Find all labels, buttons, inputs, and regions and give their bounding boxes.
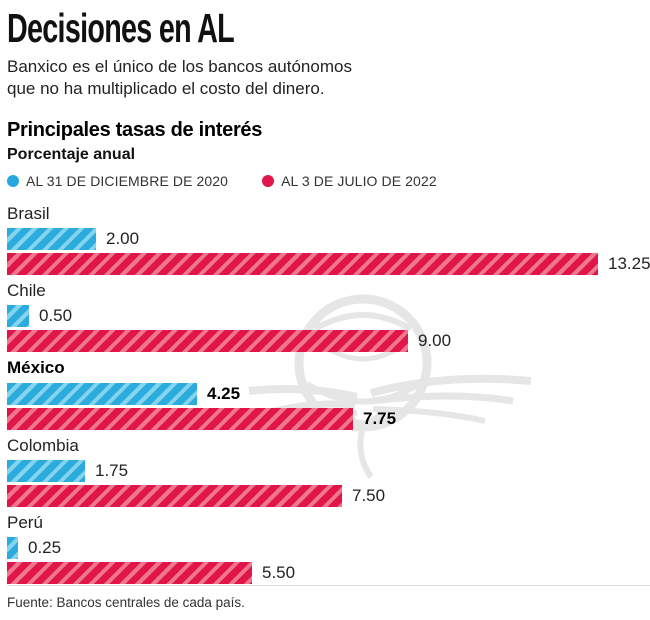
bar-2022 [7,484,342,507]
bar-value-2022: 5.50 [262,563,296,583]
bar-line-2020: 0.50 [7,305,650,328]
legend-dot-red-icon [262,174,275,187]
chart-row: Chile 0.50 9.00 [7,280,650,353]
bar-2020 [7,459,85,482]
legend-item-2020: AL 31 DE DICIEMBRE DE 2020 [7,173,228,189]
legend: AL 31 DE DICIEMBRE DE 2020 AL 3 DE JULIO… [7,173,650,189]
bar-value-2020: 0.50 [39,306,73,326]
bar-line-2022: 9.00 [7,330,650,353]
chart-row: Colombia 1.75 7.50 [7,435,650,507]
bar-line-2022: 7.75 [7,407,650,430]
bar-value-2020: 1.75 [95,460,129,480]
bar-line-2020: 0.25 [7,537,650,560]
page-title: Decisiones en AL [7,5,235,51]
bar-2020 [7,382,197,405]
chart-rows: Brasil 2.00 13.25 Chile 0.50 9.00 México… [7,203,650,585]
legend-label-2022: AL 3 DE JULIO DE 2022 [281,172,437,189]
bar-2022 [7,330,408,353]
bar-line-2020: 4.25 [7,382,650,405]
country-label: México [7,358,65,378]
bar-value-2020: 4.25 [207,383,241,403]
bar-value-2022: 7.50 [352,485,386,505]
bar-line-2022: 7.50 [7,484,650,507]
country-label: Colombia [7,435,79,455]
source-note: Fuente: Bancos centrales de cada país. [7,595,245,610]
chart-unit-label: Porcentaje anual [7,145,136,163]
chart-row: México 4.25 7.75 [7,357,650,430]
subtitle-line-1: Banxico es el único de los bancos autóno… [7,57,352,76]
bar-2020 [7,228,96,251]
bar-line-2020: 2.00 [7,228,650,251]
bar-value-2022: 13.25 [608,254,650,274]
footer: Fuente: Bancos centrales de cada país. [7,585,650,610]
page-subtitle: Banxico es el único de los bancos autóno… [7,56,650,101]
chart-row: Brasil 2.00 13.25 [7,203,650,276]
legend-item-2022: AL 3 DE JULIO DE 2022 [262,173,437,189]
bar-2022 [7,562,252,585]
chart-row: Perú 0.25 5.50 [7,512,650,585]
country-label: Brasil [7,203,50,223]
bar-2020 [7,537,18,560]
bar-2022 [7,407,353,430]
bar-value-2020: 0.25 [28,538,62,558]
country-label: Perú [7,512,43,532]
legend-dot-blue-icon [7,174,19,187]
bar-value-2022: 7.75 [363,408,397,428]
legend-label-2020: AL 31 DE DICIEMBRE DE 2020 [26,172,229,189]
country-label: Chile [7,281,46,301]
bar-value-2020: 2.00 [106,229,140,249]
bar-line-2022: 5.50 [7,562,650,585]
bar-2022 [7,253,598,276]
bar-line-2022: 13.25 [7,253,650,276]
bar-value-2022: 9.00 [418,331,452,351]
bar-line-2020: 1.75 [7,459,650,482]
bar-2020 [7,305,29,328]
bar-chart: Brasil 2.00 13.25 Chile 0.50 9.00 México… [7,203,650,585]
chart-title: Principales tasas de interés [7,118,263,141]
subtitle-line-2: que no ha multiplicado el costo del dine… [7,79,325,99]
